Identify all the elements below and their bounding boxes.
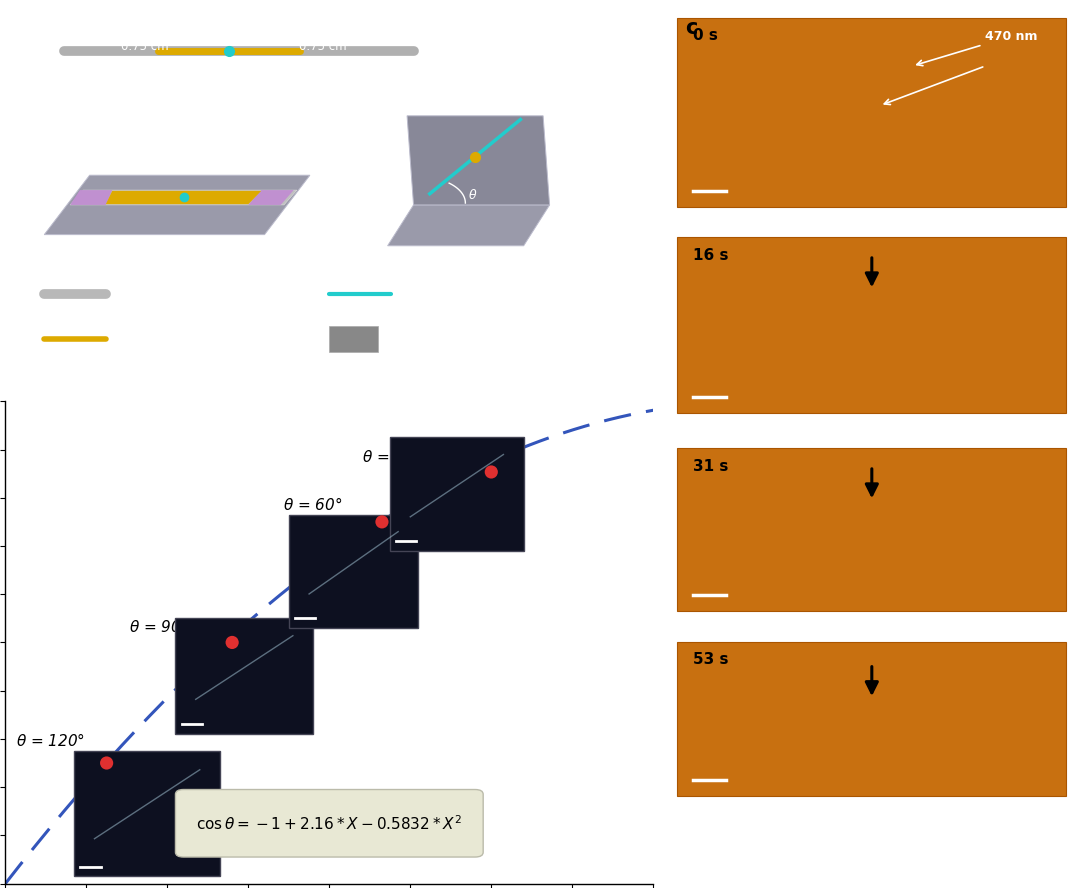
Point xyxy=(374,515,391,529)
Text: 53 s: 53 s xyxy=(693,653,729,668)
Polygon shape xyxy=(70,190,297,205)
Text: $\theta$ = 60°: $\theta$ = 60° xyxy=(283,496,342,513)
Text: 16 s: 16 s xyxy=(693,248,729,263)
FancyBboxPatch shape xyxy=(288,515,418,628)
Polygon shape xyxy=(106,191,261,204)
Point xyxy=(98,756,116,770)
FancyBboxPatch shape xyxy=(390,438,524,551)
FancyBboxPatch shape xyxy=(677,448,1066,611)
Text: $\theta$ = 120°: $\theta$ = 120° xyxy=(15,732,84,749)
Polygon shape xyxy=(407,115,550,205)
FancyBboxPatch shape xyxy=(677,642,1066,796)
FancyBboxPatch shape xyxy=(175,618,313,734)
Polygon shape xyxy=(388,205,550,246)
FancyBboxPatch shape xyxy=(677,237,1066,413)
Text: Tape: Tape xyxy=(404,332,434,345)
Text: 0.19X: 0.19X xyxy=(524,89,569,103)
Text: Aluminum foil: Aluminum foil xyxy=(119,288,212,300)
FancyBboxPatch shape xyxy=(677,18,1066,207)
Text: $\theta$ = 45°: $\theta$ = 45° xyxy=(362,448,421,465)
Polygon shape xyxy=(44,175,310,234)
Text: c: c xyxy=(686,18,698,37)
Polygon shape xyxy=(248,190,294,205)
Polygon shape xyxy=(70,190,112,205)
Text: Sewing thread: Sewing thread xyxy=(404,288,500,300)
FancyBboxPatch shape xyxy=(329,326,378,352)
FancyBboxPatch shape xyxy=(75,751,220,876)
Text: $\cos\theta = -1 + 2.16 * X - 0.5832 * X^{2}$: $\cos\theta = -1 + 2.16 * X - 0.5832 * X… xyxy=(197,814,462,833)
Text: 0.75 cm: 0.75 cm xyxy=(121,40,168,52)
Text: 470 nm: 470 nm xyxy=(314,170,373,185)
Text: LLCP fiber: LLCP fiber xyxy=(119,332,186,345)
Text: 0 s: 0 s xyxy=(693,28,718,44)
Text: 470 nm: 470 nm xyxy=(917,29,1038,66)
Point xyxy=(483,464,500,479)
Text: 0.75 cm: 0.75 cm xyxy=(299,40,347,52)
Text: θ: θ xyxy=(469,189,476,202)
FancyBboxPatch shape xyxy=(175,789,483,857)
Text: 31 s: 31 s xyxy=(693,459,729,474)
Text: a: a xyxy=(15,16,29,36)
Text: X: X xyxy=(232,13,245,32)
Point xyxy=(224,635,241,649)
Text: $\theta$ = 90°: $\theta$ = 90° xyxy=(129,618,188,635)
